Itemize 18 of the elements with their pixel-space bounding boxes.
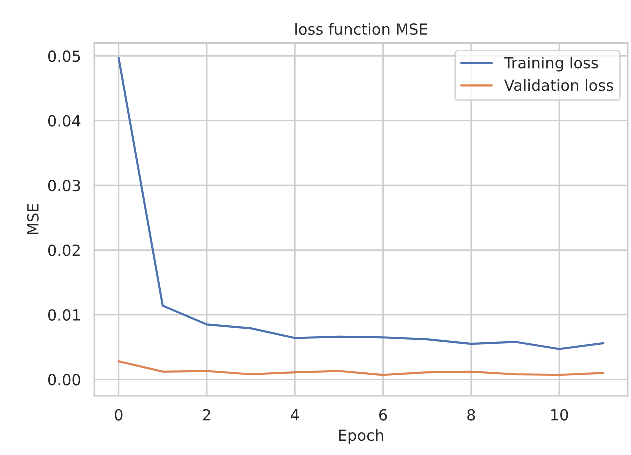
- legend-label: Training loss: [504, 56, 598, 72]
- x-tick-label: 0: [115, 409, 123, 421]
- x-tick-label: 8: [468, 409, 476, 421]
- y-tick-label: 0.00: [48, 374, 80, 386]
- y-axis-title: MSE: [27, 204, 39, 234]
- x-tick-label: 10: [552, 409, 568, 421]
- x-tick-label: 6: [379, 409, 388, 421]
- y-tick-label: 0.01: [48, 309, 80, 321]
- chart-title: loss function MSE: [296, 23, 428, 36]
- line-series: [118, 360, 605, 376]
- legend-label: Validation loss: [504, 79, 614, 92]
- y-tick-label: 0.05: [48, 50, 80, 62]
- x-tick-label: 4: [291, 410, 300, 421]
- x-tick-label: 2: [203, 409, 210, 421]
- x-axis-title: Epoch: [339, 429, 384, 444]
- y-tick-label: 0.02: [48, 244, 80, 256]
- y-tick-label: 0.04: [48, 115, 81, 127]
- y-tick-label: 0.03: [48, 180, 80, 192]
